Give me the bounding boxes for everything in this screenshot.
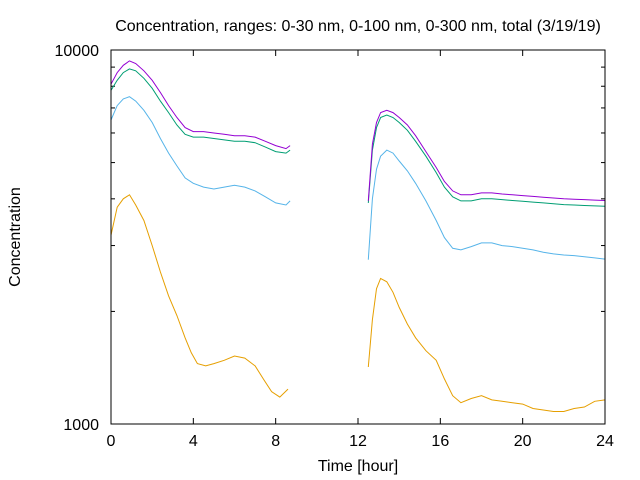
x-tick-label-0: 0 bbox=[107, 433, 116, 450]
y-tick-label-0: 1000 bbox=[63, 417, 99, 434]
series-1-line-1 bbox=[367, 149, 606, 260]
x-tick-label-2: 8 bbox=[271, 433, 280, 450]
series-0-line-1 bbox=[367, 277, 606, 412]
series-2-line-1 bbox=[367, 114, 606, 207]
chart-title: Concentration, ranges: 0-30 nm, 0-100 nm… bbox=[115, 18, 601, 35]
series-1-line-0 bbox=[110, 96, 291, 206]
y-tick-label-1: 10000 bbox=[55, 43, 100, 60]
y-axis-label: Concentration bbox=[7, 187, 24, 287]
x-tick-label-6: 24 bbox=[596, 433, 614, 450]
plot-frame bbox=[110, 49, 606, 425]
series-3-line-1 bbox=[367, 109, 606, 201]
series-2-line-0 bbox=[110, 68, 291, 154]
x-tick-label-4: 16 bbox=[431, 433, 449, 450]
series-group bbox=[110, 60, 606, 412]
x-tick-label-1: 4 bbox=[189, 433, 198, 450]
x-tick-label-3: 12 bbox=[349, 433, 367, 450]
series-3-line-0 bbox=[110, 60, 291, 150]
x-tick-label-5: 20 bbox=[514, 433, 532, 450]
x-axis-label: Time [hour] bbox=[318, 458, 398, 475]
series-0-line-0 bbox=[110, 194, 289, 398]
